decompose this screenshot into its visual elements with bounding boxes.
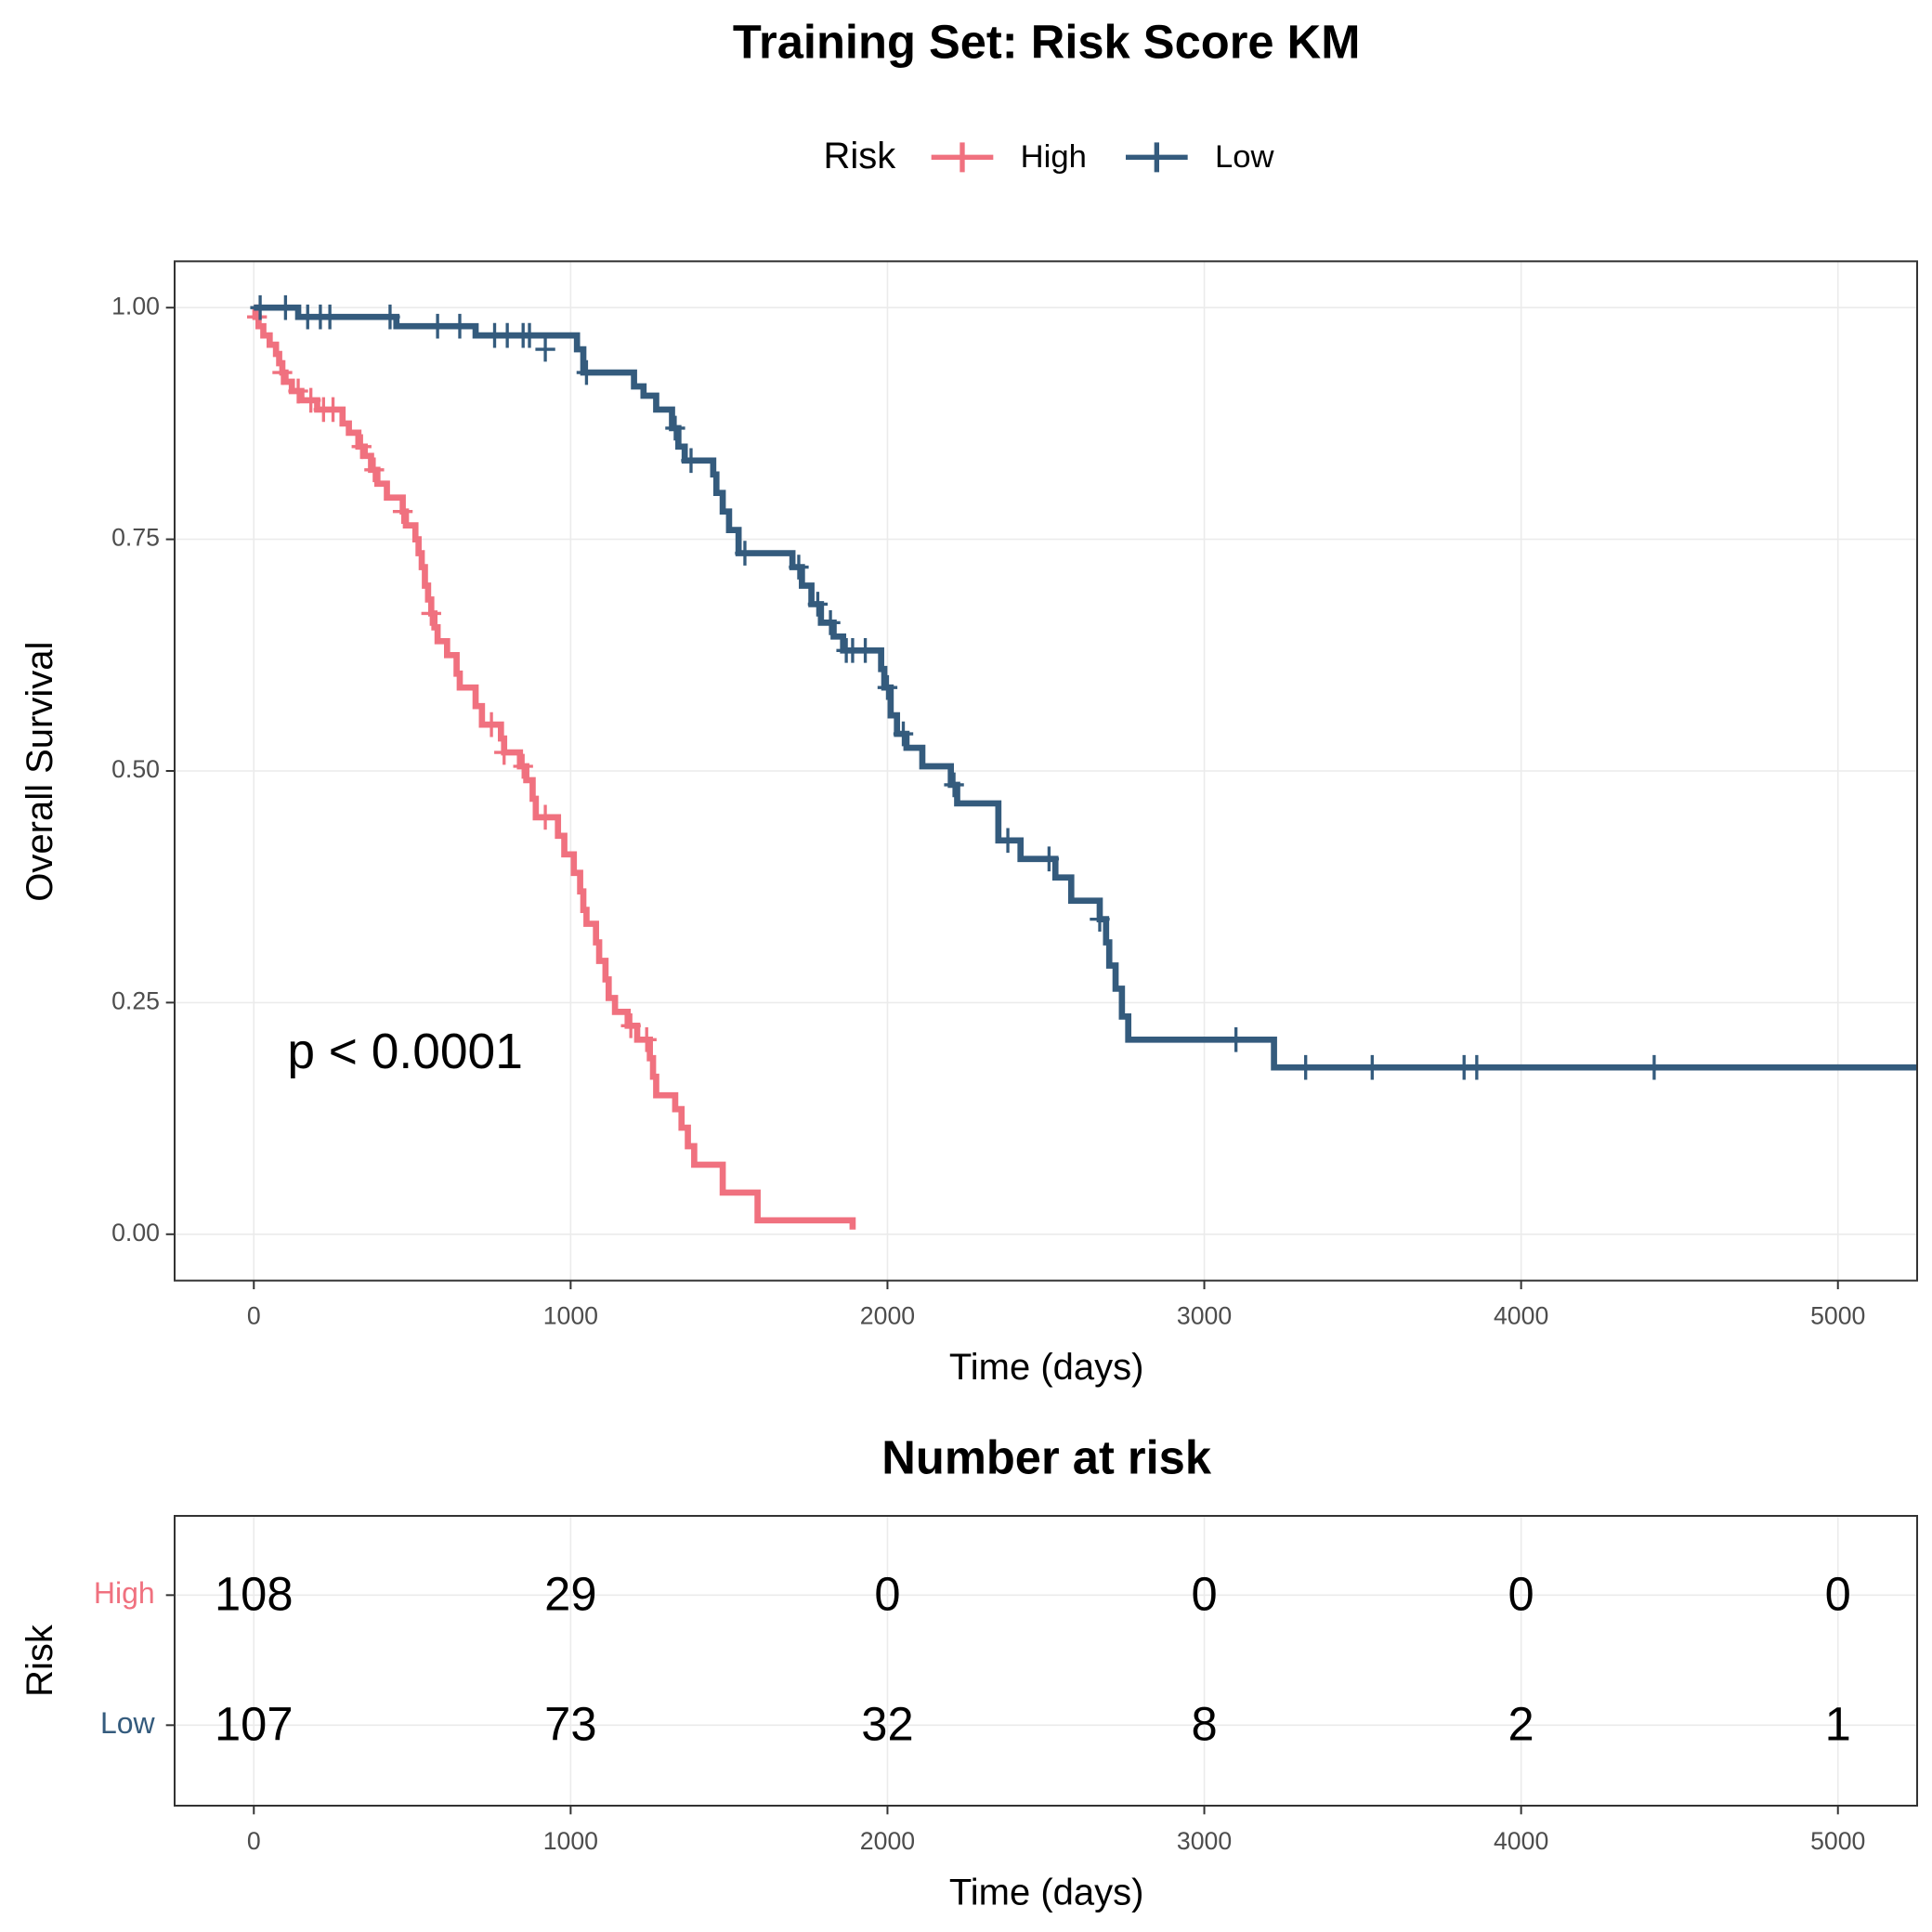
censor-mark <box>535 804 555 830</box>
risk-count: 108 <box>215 1567 294 1620</box>
censor-mark <box>392 499 413 525</box>
risk-count: 1 <box>1825 1697 1851 1750</box>
x-tick-label: 3000 <box>1177 1827 1232 1855</box>
censor-mark <box>320 304 340 330</box>
y-tick-label: 0.25 <box>111 986 160 1014</box>
risk-count: 29 <box>544 1567 596 1620</box>
x-tick-label: 3000 <box>1177 1302 1232 1330</box>
x-tick-label: 1000 <box>543 1302 598 1330</box>
censor-mark <box>380 304 400 330</box>
y-tick-label: 0.75 <box>111 524 160 552</box>
censor-mark <box>494 739 515 765</box>
legend-key <box>1126 142 1188 173</box>
x-tick-label: 5000 <box>1810 1302 1865 1330</box>
censor-mark <box>998 828 1018 854</box>
censor-mark <box>735 541 755 566</box>
x-tick-label: 2000 <box>860 1302 915 1330</box>
censor-mark <box>620 1013 641 1038</box>
censor-mark <box>681 448 701 474</box>
censor-mark <box>481 711 502 738</box>
legend-label: High <box>1021 139 1087 175</box>
risk-count: 0 <box>1508 1567 1534 1620</box>
censor-mark <box>789 555 809 580</box>
censor-mark <box>513 753 533 779</box>
x-tick-label: 5000 <box>1810 1827 1865 1855</box>
censor-mark <box>665 415 685 441</box>
x-tick-label: 4000 <box>1494 1827 1548 1855</box>
censor-mark <box>636 1026 657 1052</box>
censor-mark <box>535 336 555 362</box>
row-label: Low <box>100 1706 156 1740</box>
censor-mark <box>807 592 829 617</box>
censor-mark <box>322 397 344 423</box>
x-tick-label: 0 <box>247 1827 261 1855</box>
legend-key <box>931 142 994 173</box>
risk-count: 0 <box>1825 1567 1851 1620</box>
table-x-axis-label: Time (days) <box>949 1873 1144 1913</box>
censor-mark <box>855 637 876 663</box>
y-tick-label: 1.00 <box>111 292 160 320</box>
censor-mark <box>519 322 540 348</box>
risk-count: 0 <box>874 1567 900 1620</box>
survival-curve <box>252 304 856 1230</box>
risk-count: 0 <box>1191 1567 1217 1620</box>
censor-mark <box>1362 1054 1382 1080</box>
censor-mark <box>272 359 293 385</box>
plot-frame <box>174 260 1918 1282</box>
risk-count: 32 <box>861 1697 913 1750</box>
y-tick-label: 0.00 <box>111 1219 160 1247</box>
censor-mark <box>421 601 441 626</box>
y-axis-label: Overall Survival <box>20 642 60 902</box>
table-frame <box>174 1515 1918 1807</box>
censor-mark <box>301 387 321 413</box>
y-tick-label: 0.50 <box>111 755 160 783</box>
table-y-axis-label: Risk <box>20 1624 60 1697</box>
risk-count: 107 <box>215 1697 294 1750</box>
annotation: p < 0.0001 <box>287 1025 523 1079</box>
x-tick-label: 2000 <box>860 1827 915 1855</box>
risk-count: 8 <box>1191 1697 1217 1750</box>
censor-mark <box>1296 1054 1316 1080</box>
censor-mark <box>1467 1054 1487 1080</box>
censor-mark <box>351 434 372 460</box>
chart-title: Training Set: Risk Score KM <box>733 16 1361 69</box>
x-axis-label: Time (days) <box>949 1347 1144 1388</box>
x-tick-label: 0 <box>247 1302 261 1330</box>
legend-label: Low <box>1215 139 1275 175</box>
risk-count: 2 <box>1508 1697 1534 1750</box>
censor-mark <box>364 457 385 483</box>
censor-mark <box>275 294 296 320</box>
censor-mark <box>893 721 914 747</box>
censor-mark <box>877 674 898 700</box>
censor-mark <box>1038 846 1060 872</box>
x-tick-label: 1000 <box>543 1827 598 1855</box>
censor-mark <box>1225 1026 1247 1052</box>
censor-mark <box>820 610 841 635</box>
censor-mark <box>288 378 308 404</box>
censor-mark <box>944 772 964 798</box>
legend-title: Risk <box>823 136 896 176</box>
censor-mark <box>450 313 470 339</box>
survival-curve <box>254 304 1917 1071</box>
censor-mark <box>576 359 597 385</box>
censor-mark <box>427 313 448 339</box>
censor-mark <box>250 294 270 320</box>
risk-count: 73 <box>544 1697 596 1750</box>
censor-mark <box>1644 1054 1664 1080</box>
row-label: High <box>94 1576 155 1610</box>
censor-mark <box>1090 907 1110 932</box>
x-tick-label: 4000 <box>1494 1302 1548 1330</box>
table-title: Number at risk <box>881 1431 1212 1484</box>
